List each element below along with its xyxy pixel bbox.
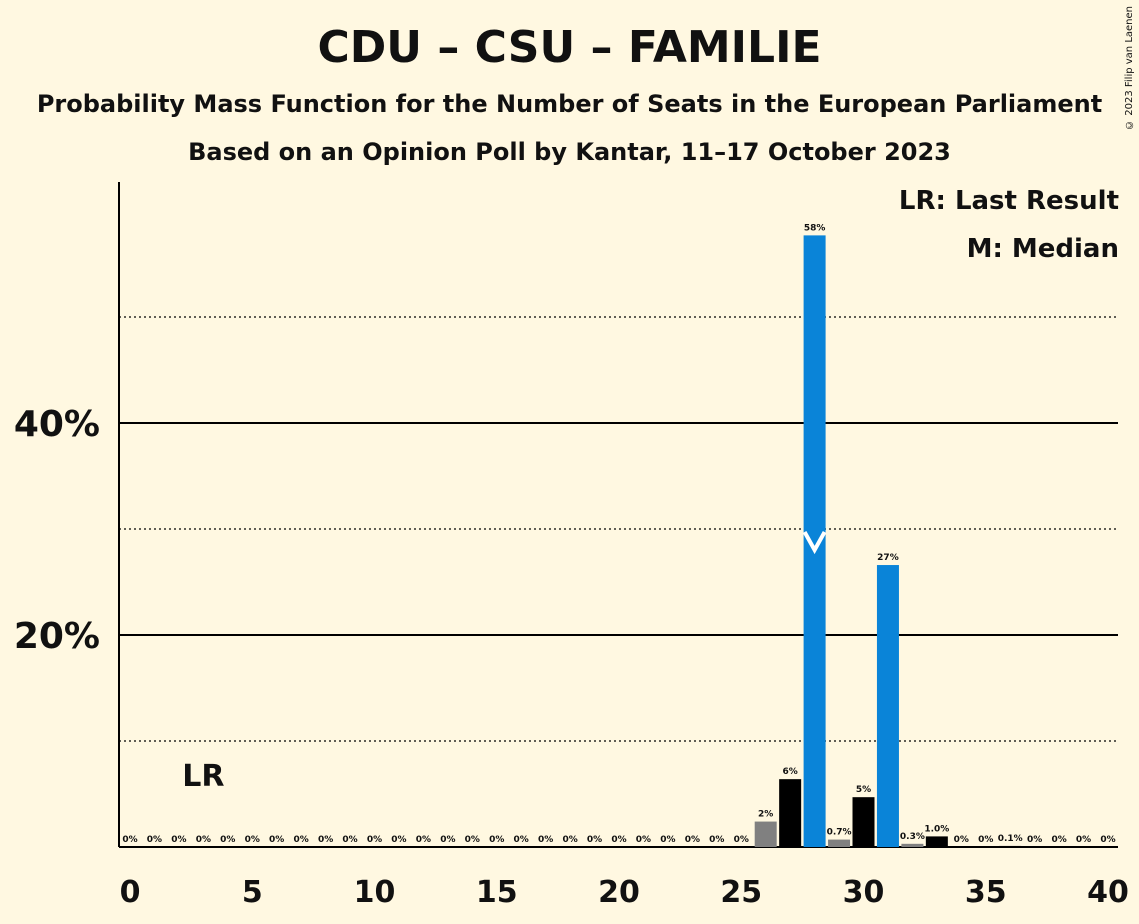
data-label: 0%: [122, 835, 137, 845]
data-label: 0%: [1100, 835, 1115, 845]
data-label: 0%: [587, 835, 602, 845]
data-label: 0%: [636, 835, 651, 845]
data-label: 0%: [489, 835, 504, 845]
data-label: 0.7%: [827, 828, 852, 838]
data-label: 0%: [294, 835, 309, 845]
data-label: 0%: [514, 835, 529, 845]
bar: [803, 235, 826, 847]
data-label: 6%: [783, 767, 798, 777]
data-label: 0%: [538, 835, 553, 845]
x-tick-label: 40: [1087, 875, 1129, 910]
bar: [754, 821, 777, 847]
bar: [852, 797, 875, 847]
data-label: 0%: [318, 835, 333, 845]
median-marker: [802, 531, 827, 555]
x-tick-label: 30: [843, 875, 885, 910]
data-label: 0%: [1027, 835, 1042, 845]
data-label: 0%: [685, 835, 700, 845]
data-label: 0%: [367, 835, 382, 845]
last-result-label: LR: [182, 759, 224, 794]
x-tick-label: 20: [598, 875, 640, 910]
bar: [925, 836, 948, 847]
bar: [999, 845, 1022, 848]
x-tick-label: 10: [354, 875, 396, 910]
chart-title: CDU – CSU – FAMILIE: [317, 22, 822, 73]
data-label: 0%: [465, 835, 480, 845]
data-label: 0%: [1051, 835, 1066, 845]
bar: [828, 839, 851, 847]
data-label: 0%: [660, 835, 675, 845]
data-label: 0%: [709, 835, 724, 845]
legend-last-result: LR: Last Result: [898, 186, 1119, 216]
data-label: 0%: [342, 835, 357, 845]
data-label: 0%: [734, 835, 749, 845]
x-tick-label: 0: [120, 875, 141, 910]
data-label: 0%: [611, 835, 626, 845]
data-label: 0%: [416, 835, 431, 845]
bar: [876, 565, 899, 847]
x-tick-label: 25: [720, 875, 762, 910]
data-label: 0.3%: [900, 832, 925, 842]
data-label: 0%: [171, 835, 186, 845]
data-label: 0%: [220, 835, 235, 845]
data-label: 0%: [391, 835, 406, 845]
data-label: 5%: [856, 785, 871, 795]
data-label: 2%: [758, 810, 773, 820]
data-label: 0%: [196, 835, 211, 845]
data-label: 0%: [440, 835, 455, 845]
x-tick-label: 35: [965, 875, 1007, 910]
chart-subtitle-source: Based on an Opinion Poll by Kantar, 11–1…: [188, 138, 951, 166]
data-label: 0%: [978, 835, 993, 845]
x-tick-label: 5: [242, 875, 263, 910]
data-label: 0%: [245, 835, 260, 845]
x-tick-label: 15: [476, 875, 518, 910]
legend-median: M: Median: [966, 234, 1119, 264]
data-label: 0%: [269, 835, 284, 845]
data-label: 0%: [562, 835, 577, 845]
data-label: 0%: [954, 835, 969, 845]
bar: [779, 779, 802, 847]
data-label: 1.0%: [924, 824, 949, 834]
data-label: 0.1%: [998, 834, 1023, 844]
y-tick-label: 40%: [14, 404, 100, 445]
data-label: 0%: [1076, 835, 1091, 845]
data-label: 58%: [804, 223, 826, 233]
y-tick-label: 20%: [14, 616, 100, 657]
data-label: 0%: [147, 835, 162, 845]
chart-subtitle: Probability Mass Function for the Number…: [36, 90, 1103, 118]
bar: [901, 843, 924, 847]
data-label: 27%: [877, 553, 899, 563]
